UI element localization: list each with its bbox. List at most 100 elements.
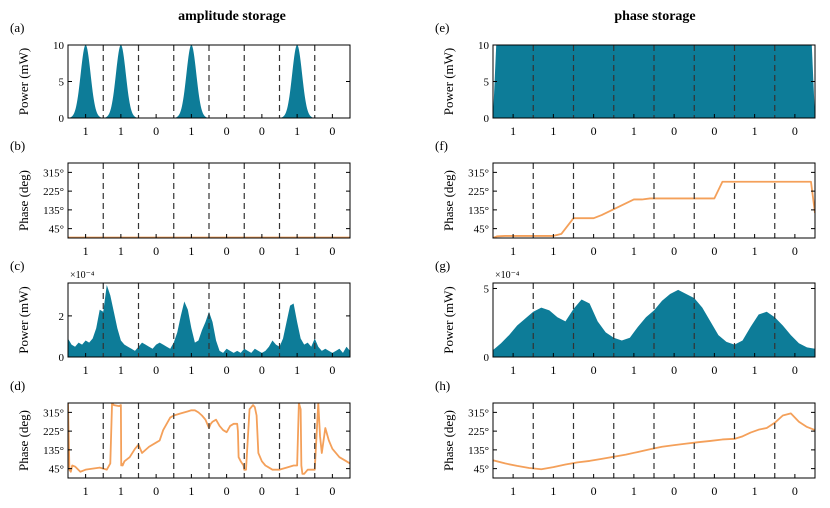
pulse-3 [279,45,315,118]
y-tick-label: 2 [59,311,65,323]
plot-area [68,285,350,357]
x-tick-label: 1 [631,124,637,138]
y-tick-label: 135° [43,205,64,217]
y-tick-label: 45° [474,464,489,476]
x-tick-label: 0 [792,244,798,258]
x-tick-label: 0 [259,124,265,138]
x-tick-label: 0 [153,484,159,498]
x-tick-label: 0 [671,124,677,138]
y-tick-label: 10 [53,40,65,52]
x-tick-label: 0 [792,124,798,138]
y-tick-label: 315° [468,407,489,419]
plot-frame [67,402,351,479]
x-tick-label: 1 [118,484,124,498]
axis-multiplier: ×10⁻⁴ [495,270,520,281]
x-tick-label: 1 [118,124,124,138]
y-axis-label: Phase (deg) [16,170,31,231]
x-tick-label: 1 [83,363,89,377]
x-tick-label: 0 [224,363,230,377]
y-axis-label: Phase (deg) [441,410,456,471]
x-tick-label: 1 [510,484,516,498]
y-axis-label: Power (mW) [16,286,31,354]
y-tick-label: 5 [484,283,490,295]
x-tick-label: 1 [752,363,758,377]
panel-label: (a) [10,20,24,35]
x-tick-label: 0 [224,484,230,498]
plot-frame [492,282,816,358]
x-tick-label: 1 [294,484,300,498]
x-tick-label: 0 [329,124,335,138]
x-tick-label: 1 [550,363,556,377]
panel-label: (g) [435,258,450,273]
y-tick-label: 225° [468,426,489,438]
y-axis-label: Power (mW) [441,286,456,354]
plot-frame [492,402,816,479]
y-tick-label: 10 [478,40,490,52]
x-tick-label: 0 [591,363,597,377]
x-tick-label: 1 [118,244,124,258]
column-title-amplitude: amplitude storage [178,9,286,24]
panel-label: (f) [435,138,448,153]
x-tick-label: 1 [83,484,89,498]
x-tick-label: 1 [294,363,300,377]
panel-label: (h) [435,378,450,393]
x-tick-label: 1 [752,124,758,138]
x-tick-label: 1 [752,244,758,258]
panel-label: (c) [10,258,24,273]
y-axis-label: Phase (deg) [16,410,31,471]
y-axis-label: Power (mW) [16,48,31,116]
x-tick-label: 1 [550,124,556,138]
series-line-0 [493,180,815,238]
plot-area [68,45,315,118]
y-tick-label: 45° [474,224,489,236]
y-tick-label: 0 [59,352,65,364]
y-tick-label: 5 [484,77,490,89]
x-tick-label: 0 [224,124,230,138]
plot-frame [67,162,351,239]
x-tick-label: 1 [550,244,556,258]
x-tick-label: 0 [591,244,597,258]
x-tick-label: 1 [631,484,637,498]
series-line-0 [68,403,350,475]
x-tick-label: 1 [631,363,637,377]
x-tick-label: 1 [631,244,637,258]
y-tick-label: 0 [484,113,490,125]
column-title-phase: phase storage [614,9,695,24]
series-line-0 [493,412,815,471]
x-tick-label: 0 [792,484,798,498]
panel-d: 45° 135° 225° 315° 1 1 0 1 0 0 1 0 Phase (deg) (d) [10,378,351,498]
pulse-2 [173,45,209,118]
x-tick-label: 1 [752,484,758,498]
y-tick-label: 225° [43,186,64,198]
x-tick-label: 1 [188,363,194,377]
panel-c: 0 2 1 1 0 1 0 0 1 0 Power (mW) ×10⁻⁴ (c) [10,258,351,377]
y-axis-label: Phase (deg) [441,170,456,231]
y-tick-label: 135° [43,445,64,457]
x-tick-label: 0 [329,244,335,258]
x-tick-label: 1 [188,484,194,498]
panel-label: (e) [435,20,449,35]
x-tick-label: 0 [224,244,230,258]
x-tick-label: 0 [153,363,159,377]
x-tick-label: 0 [153,124,159,138]
y-tick-label: 135° [468,445,489,457]
plot-area [493,412,815,471]
x-tick-label: 0 [671,244,677,258]
y-tick-label: 225° [468,186,489,198]
axis-multiplier: ×10⁻⁴ [70,270,95,281]
y-tick-label: 5 [59,77,65,89]
y-axis-label: Power (mW) [441,48,456,116]
plot-frame [67,282,351,358]
y-tick-label: 225° [43,426,64,438]
y-tick-label: 45° [49,224,64,236]
x-tick-label: 0 [711,124,717,138]
panel-h: 45° 135° 225° 315° 1 1 0 1 0 0 1 0 Phase (deg) (h) [435,378,816,498]
panel-f: 45° 135° 225° 315° 1 1 0 1 0 0 1 0 Phase (deg) (f) [435,138,816,258]
x-tick-label: 1 [118,363,124,377]
x-tick-label: 0 [671,363,677,377]
x-tick-label: 0 [259,363,265,377]
x-tick-label: 0 [329,484,335,498]
